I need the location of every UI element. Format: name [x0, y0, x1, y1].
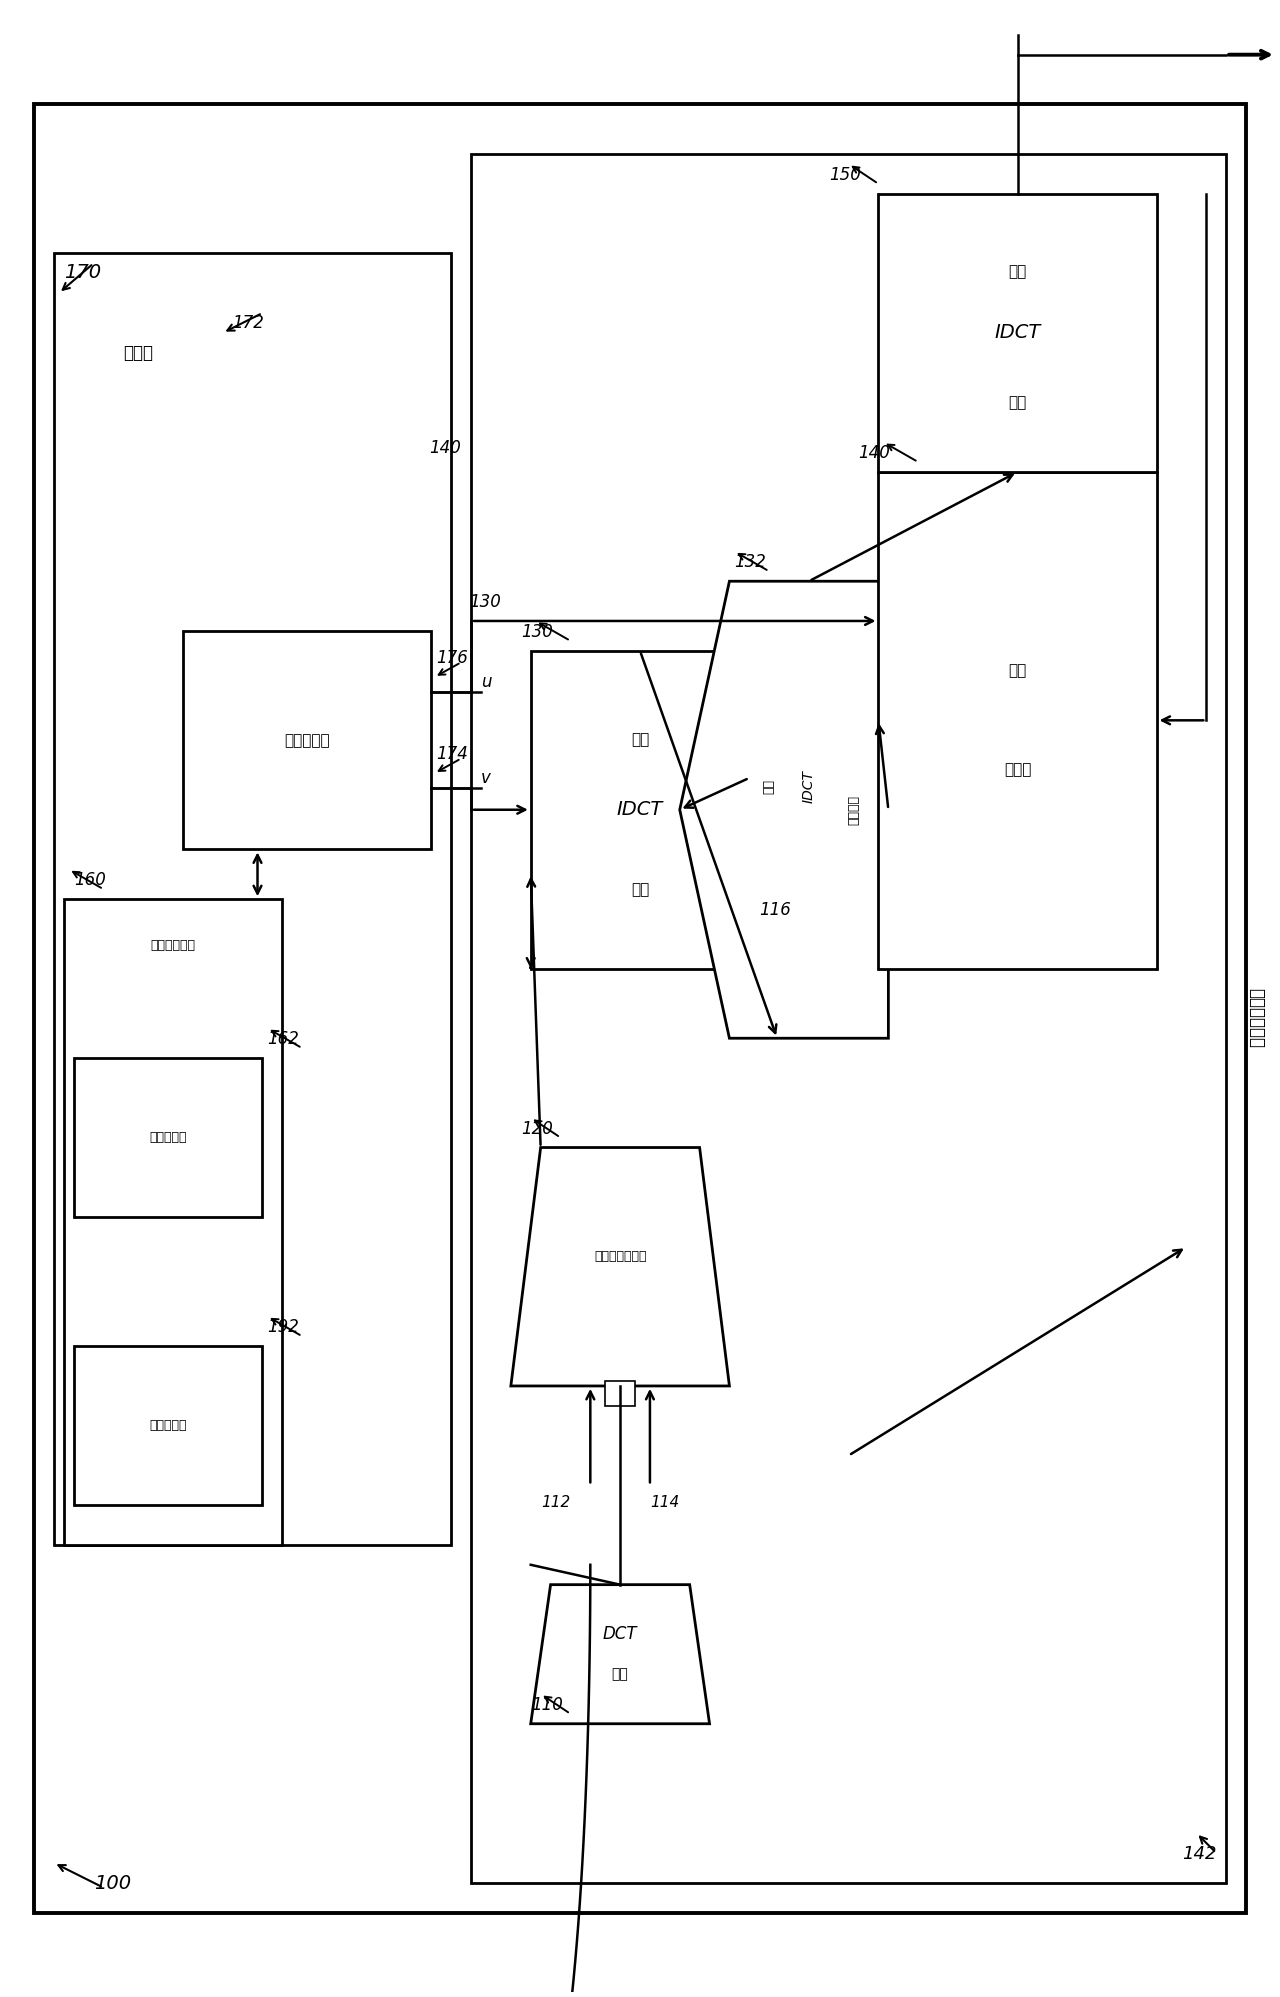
- Bar: [54, 254, 452, 1546]
- Text: 142: 142: [1181, 1845, 1216, 1863]
- Bar: [605, 1382, 635, 1406]
- Bar: [64, 899, 283, 1546]
- Text: 第一卷标表: 第一卷标表: [150, 1130, 187, 1144]
- Text: 114: 114: [650, 1496, 680, 1510]
- Bar: [74, 1058, 262, 1216]
- Text: DCT: DCT: [603, 1626, 637, 1644]
- Text: 数据: 数据: [612, 1667, 628, 1681]
- Text: 172: 172: [233, 314, 265, 332]
- Text: 116: 116: [759, 901, 791, 919]
- Polygon shape: [511, 1148, 730, 1386]
- Text: 卷标表存儲器: 卷标表存儲器: [151, 939, 196, 953]
- Text: 162: 162: [268, 1030, 300, 1048]
- Text: 160: 160: [74, 871, 105, 889]
- Text: 174: 174: [436, 745, 468, 763]
- Text: 存儲器: 存儲器: [1004, 763, 1032, 777]
- Text: 数据处理装置: 数据处理装置: [1247, 989, 1265, 1048]
- Bar: [878, 471, 1157, 969]
- Polygon shape: [680, 581, 888, 1038]
- Text: 130: 130: [521, 623, 553, 641]
- Bar: [74, 1346, 262, 1506]
- Text: 电路: 电路: [631, 883, 649, 897]
- Text: 110: 110: [531, 1695, 563, 1713]
- Text: 第一: 第一: [763, 779, 776, 795]
- Polygon shape: [531, 1586, 709, 1723]
- Text: 112: 112: [541, 1496, 571, 1510]
- Text: 临时数据: 临时数据: [847, 795, 860, 825]
- Text: IDCT: IDCT: [995, 324, 1041, 341]
- Text: IDCT: IDCT: [617, 801, 663, 819]
- Text: IDCT: IDCT: [801, 771, 815, 803]
- Text: 第一: 第一: [631, 733, 649, 747]
- Text: 先进先出存儲器: 先进先出存儲器: [594, 1250, 646, 1264]
- Text: 132: 132: [735, 553, 767, 571]
- Text: 100: 100: [93, 1873, 131, 1893]
- Text: 电路: 电路: [1009, 395, 1027, 409]
- Text: 130: 130: [468, 593, 500, 611]
- Text: u: u: [481, 673, 492, 691]
- Text: 第二卷标表: 第二卷标表: [150, 1420, 187, 1432]
- Text: 192: 192: [268, 1318, 300, 1336]
- Text: 150: 150: [828, 166, 860, 184]
- Text: 140: 140: [859, 443, 891, 461]
- Text: 移位: 移位: [1009, 663, 1027, 679]
- Bar: [531, 651, 749, 969]
- Text: 176: 176: [436, 649, 468, 667]
- Text: 140: 140: [429, 439, 461, 457]
- Text: 120: 120: [521, 1120, 553, 1138]
- Bar: [471, 154, 1226, 1883]
- Bar: [878, 194, 1157, 471]
- Text: 第二: 第二: [1009, 264, 1027, 280]
- Text: 地址产生器: 地址产生器: [284, 733, 330, 747]
- Text: 控制器: 控制器: [123, 343, 154, 361]
- Text: v: v: [481, 769, 492, 787]
- Text: 170: 170: [64, 264, 101, 282]
- Bar: [183, 631, 431, 849]
